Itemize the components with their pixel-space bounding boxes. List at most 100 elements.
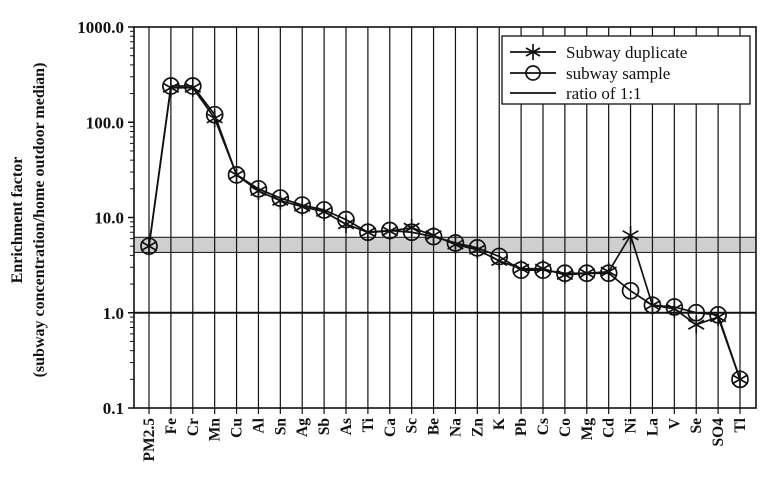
legend-asterisk-icon [525,44,541,60]
point-subway-duplicate-Sn [272,191,289,210]
x-tick-label-Zn: Zn [469,418,486,437]
point-subway-duplicate-Cd [600,262,617,281]
asterisk-stroke [578,267,596,279]
point-subway-duplicate-Fe [162,78,180,97]
point-subway-duplicate-Ni [622,226,639,245]
asterisk-stroke [337,218,355,230]
x-tick-label-Pb: Pb [513,418,530,436]
point-subway-duplicate-Sc [403,218,420,237]
asterisk-stroke [525,47,541,57]
point-subway-duplicate-Ca [381,222,399,241]
legend-circle-icon [525,65,541,81]
point-subway-duplicate-Al [250,181,267,200]
x-tick-label-Cd: Cd [601,418,618,438]
asterisk-stroke [315,206,333,217]
asterisk-stroke [622,230,639,241]
x-tick-label-As: As [338,418,355,435]
asterisk-stroke [140,240,158,252]
point-subway-duplicate-Cs [534,259,552,278]
y-axis-label-line1: Enrichment factor [9,157,26,284]
x-tick-label-Sn: Sn [272,418,289,436]
asterisk-stroke [512,263,530,274]
point-subway-duplicate-V [666,299,683,318]
point-subway-duplicate-SO4 [709,308,727,327]
x-tick-label-Co: Co [557,418,574,437]
asterisk-stroke [381,225,399,237]
x-tick-label-Na: Na [447,418,464,437]
x-tick-label-PM2.5: PM2.5 [141,418,158,462]
point-subway-sample-Ni [621,281,640,300]
y-axis-label-line2: (subway concentration/home outdoor media… [31,63,48,378]
y-tick-label-2: 10.0 [94,209,124,228]
x-tick-label-Ca: Ca [382,418,399,437]
point-subway-duplicate-Pb [512,259,530,278]
point-subway-duplicate-Co [556,265,574,284]
asterisk-stroke [556,269,574,281]
x-tick-label-Ag: Ag [294,418,311,437]
point-subway-duplicate-Be [425,226,442,245]
axis-layer: 0.1 1.0 10.0 100.0 1000.0 PM2.5 Fe Cr Mn Cu Al Sn Ag… [77,18,757,462]
asterisk-stroke [447,239,464,250]
asterisk-stroke [425,230,442,241]
x-tick-label-Al: Al [250,417,267,433]
asterisk-stroke [644,299,661,311]
asterisk-stroke [184,82,202,94]
point-subway-duplicate-Ti [359,223,377,242]
x-tick-label-Cu: Cu [229,418,246,438]
legend-label-0: Subway duplicate [566,43,687,62]
x-tick-label-K: K [491,418,508,430]
y-tick-label-4: 1000.0 [77,18,124,37]
y-tick-label-0: 0.1 [103,399,124,418]
point-subway-duplicate-La [644,296,661,315]
x-tick-label-Mn: Mn [207,418,224,442]
asterisk-stroke [228,169,245,181]
asterisk-stroke [469,244,486,255]
x-tick-label-SO4: SO4 [710,418,727,447]
point-subway-duplicate-Ag [293,197,311,216]
asterisk-stroke [490,255,508,267]
point-subway-duplicate-Mg [578,264,596,283]
x-tick-label-Cs: Cs [535,418,552,435]
point-subway-duplicate-As [337,215,355,234]
point-subway-duplicate-Cu [228,165,245,184]
x-tick-label-Cr: Cr [185,418,202,436]
point-subway-duplicate-Sb [315,202,333,221]
point-subway-duplicate-Cr [184,78,202,97]
series-subway-sample-line [148,85,741,380]
x-tick-label-V: V [666,417,683,429]
asterisk-stroke [359,227,377,238]
legend-label-2: ratio of 1:1 [566,84,642,103]
y-tick-label-1: 1.0 [103,304,124,323]
point-subway-duplicate-Se [687,315,705,334]
asterisk-stroke [272,195,289,206]
x-tick-label-Be: Be [426,418,443,435]
asterisk-stroke [709,311,727,323]
point-subway-duplicate-K [490,251,508,270]
point-subway-duplicate-PM2.5 [140,237,158,256]
x-tick-label-Tl: Tl [732,417,749,432]
x-tick-label-Ti: Ti [360,417,377,432]
asterisk-stroke [731,374,749,385]
legend-label-1: subway sample [566,64,670,83]
x-tick-label-Fe: Fe [163,418,180,434]
y-tick-label-3: 100.0 [86,113,124,132]
series-subway-duplicate-line [148,86,741,380]
asterisk-stroke [293,201,311,212]
point-subway-duplicate-Zn [469,240,486,259]
asterisk-stroke [403,222,420,234]
x-tick-label-Mg: Mg [579,418,596,441]
series-layer [134,77,756,389]
asterisk-stroke [687,319,705,330]
asterisk-stroke [206,113,223,124]
x-tick-label-La: La [644,418,661,436]
x-tick-label-Ni: Ni [623,417,640,433]
x-tick-label-Sc: Sc [404,418,421,434]
x-tick-label-Se: Se [688,418,705,434]
asterisk-stroke [666,303,683,315]
asterisk-stroke [534,263,552,274]
point-subway-duplicate-Mn [206,109,223,128]
asterisk-stroke [250,185,267,197]
asterisk-stroke [600,266,617,277]
